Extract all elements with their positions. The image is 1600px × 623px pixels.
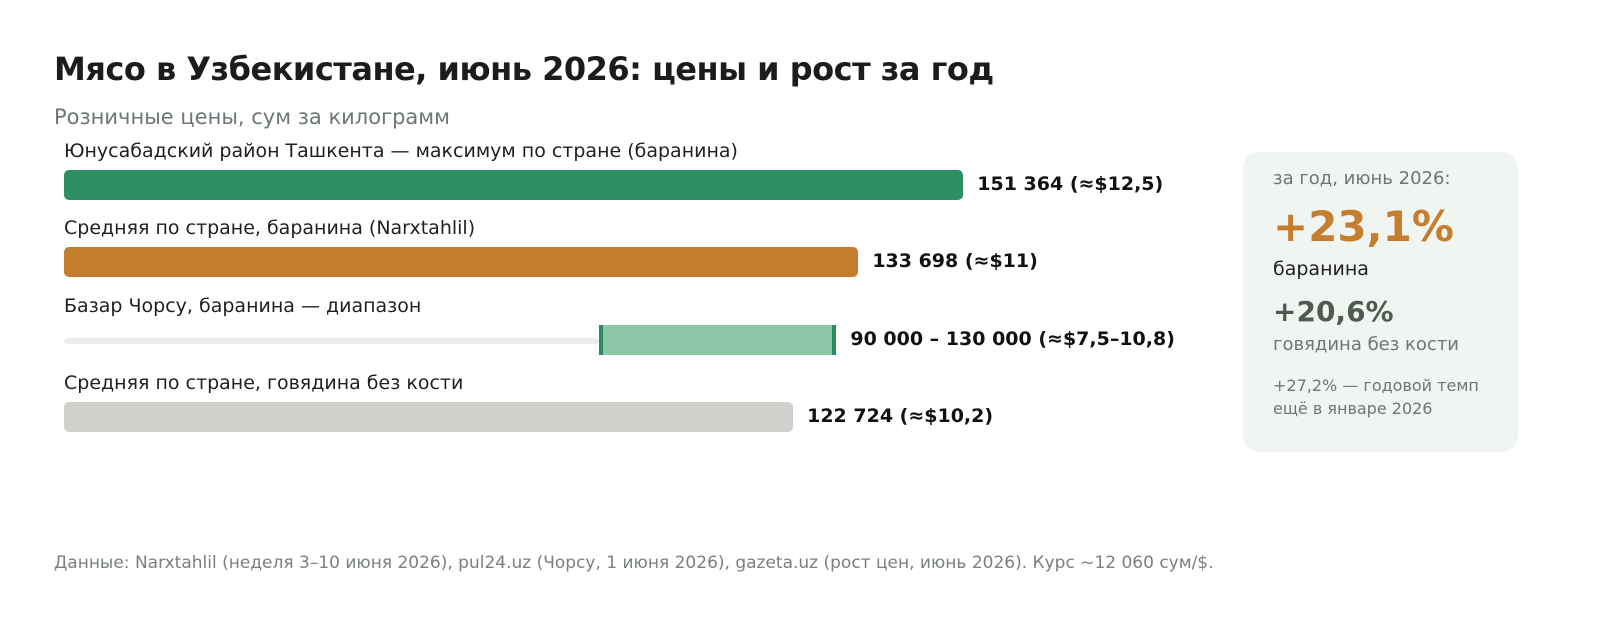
chart-title: Мясо в Узбекистане, июнь 2026: цены и ро… <box>54 50 994 88</box>
bar-chart: Юнусабадский район Ташкента — максимум п… <box>64 140 1194 470</box>
growth-card: за год, июнь 2026: +23,1% баранина +20,6… <box>1243 152 1518 452</box>
chart-subtitle: Розничные цены, сум за килограмм <box>54 105 450 129</box>
beef-growth-label: говядина без кости <box>1273 334 1460 355</box>
chart-row: Базар Чорсу, баранина — диапазон 90 000 –… <box>64 295 1194 365</box>
row-label: Юнусабадский район Ташкента — максимум п… <box>64 140 738 162</box>
value-bar <box>64 170 964 200</box>
value-bar <box>64 402 794 432</box>
source-note: Данные: Narxtahlil (неделя 3–10 июня 202… <box>54 553 1214 573</box>
lamb-growth-value: +23,1% <box>1273 202 1454 251</box>
row-label: Средняя по стране, баранина (Narxtahlil) <box>64 217 476 239</box>
row-label: Средняя по стране, говядина без кости <box>64 372 464 394</box>
beef-growth-value: +20,6% <box>1273 295 1394 328</box>
lamb-growth-label: баранина <box>1273 258 1369 280</box>
range-bar <box>598 325 837 355</box>
value-label: 122 724 (≈$10,2) <box>807 405 994 427</box>
value-label: 90 000 – 130 000 (≈$7,5–10,8) <box>850 328 1175 350</box>
growth-period: за год, июнь 2026: <box>1273 168 1451 189</box>
value-bar <box>64 247 859 277</box>
row-label: Базар Чорсу, баранина — диапазон <box>64 295 422 317</box>
chart-row: Средняя по стране, говядина без кости 122… <box>64 372 1194 442</box>
chart-row: Средняя по стране, баранина (Narxtahlil)… <box>64 217 1194 287</box>
value-label: 151 364 (≈$12,5) <box>977 173 1164 195</box>
chart-row: Юнусабадский район Ташкента — максимум п… <box>64 140 1194 210</box>
value-label: 133 698 (≈$11) <box>872 250 1038 272</box>
range-track <box>64 338 599 344</box>
growth-note: +27,2% — годовой темп ещё в январе 2026 <box>1273 376 1479 418</box>
